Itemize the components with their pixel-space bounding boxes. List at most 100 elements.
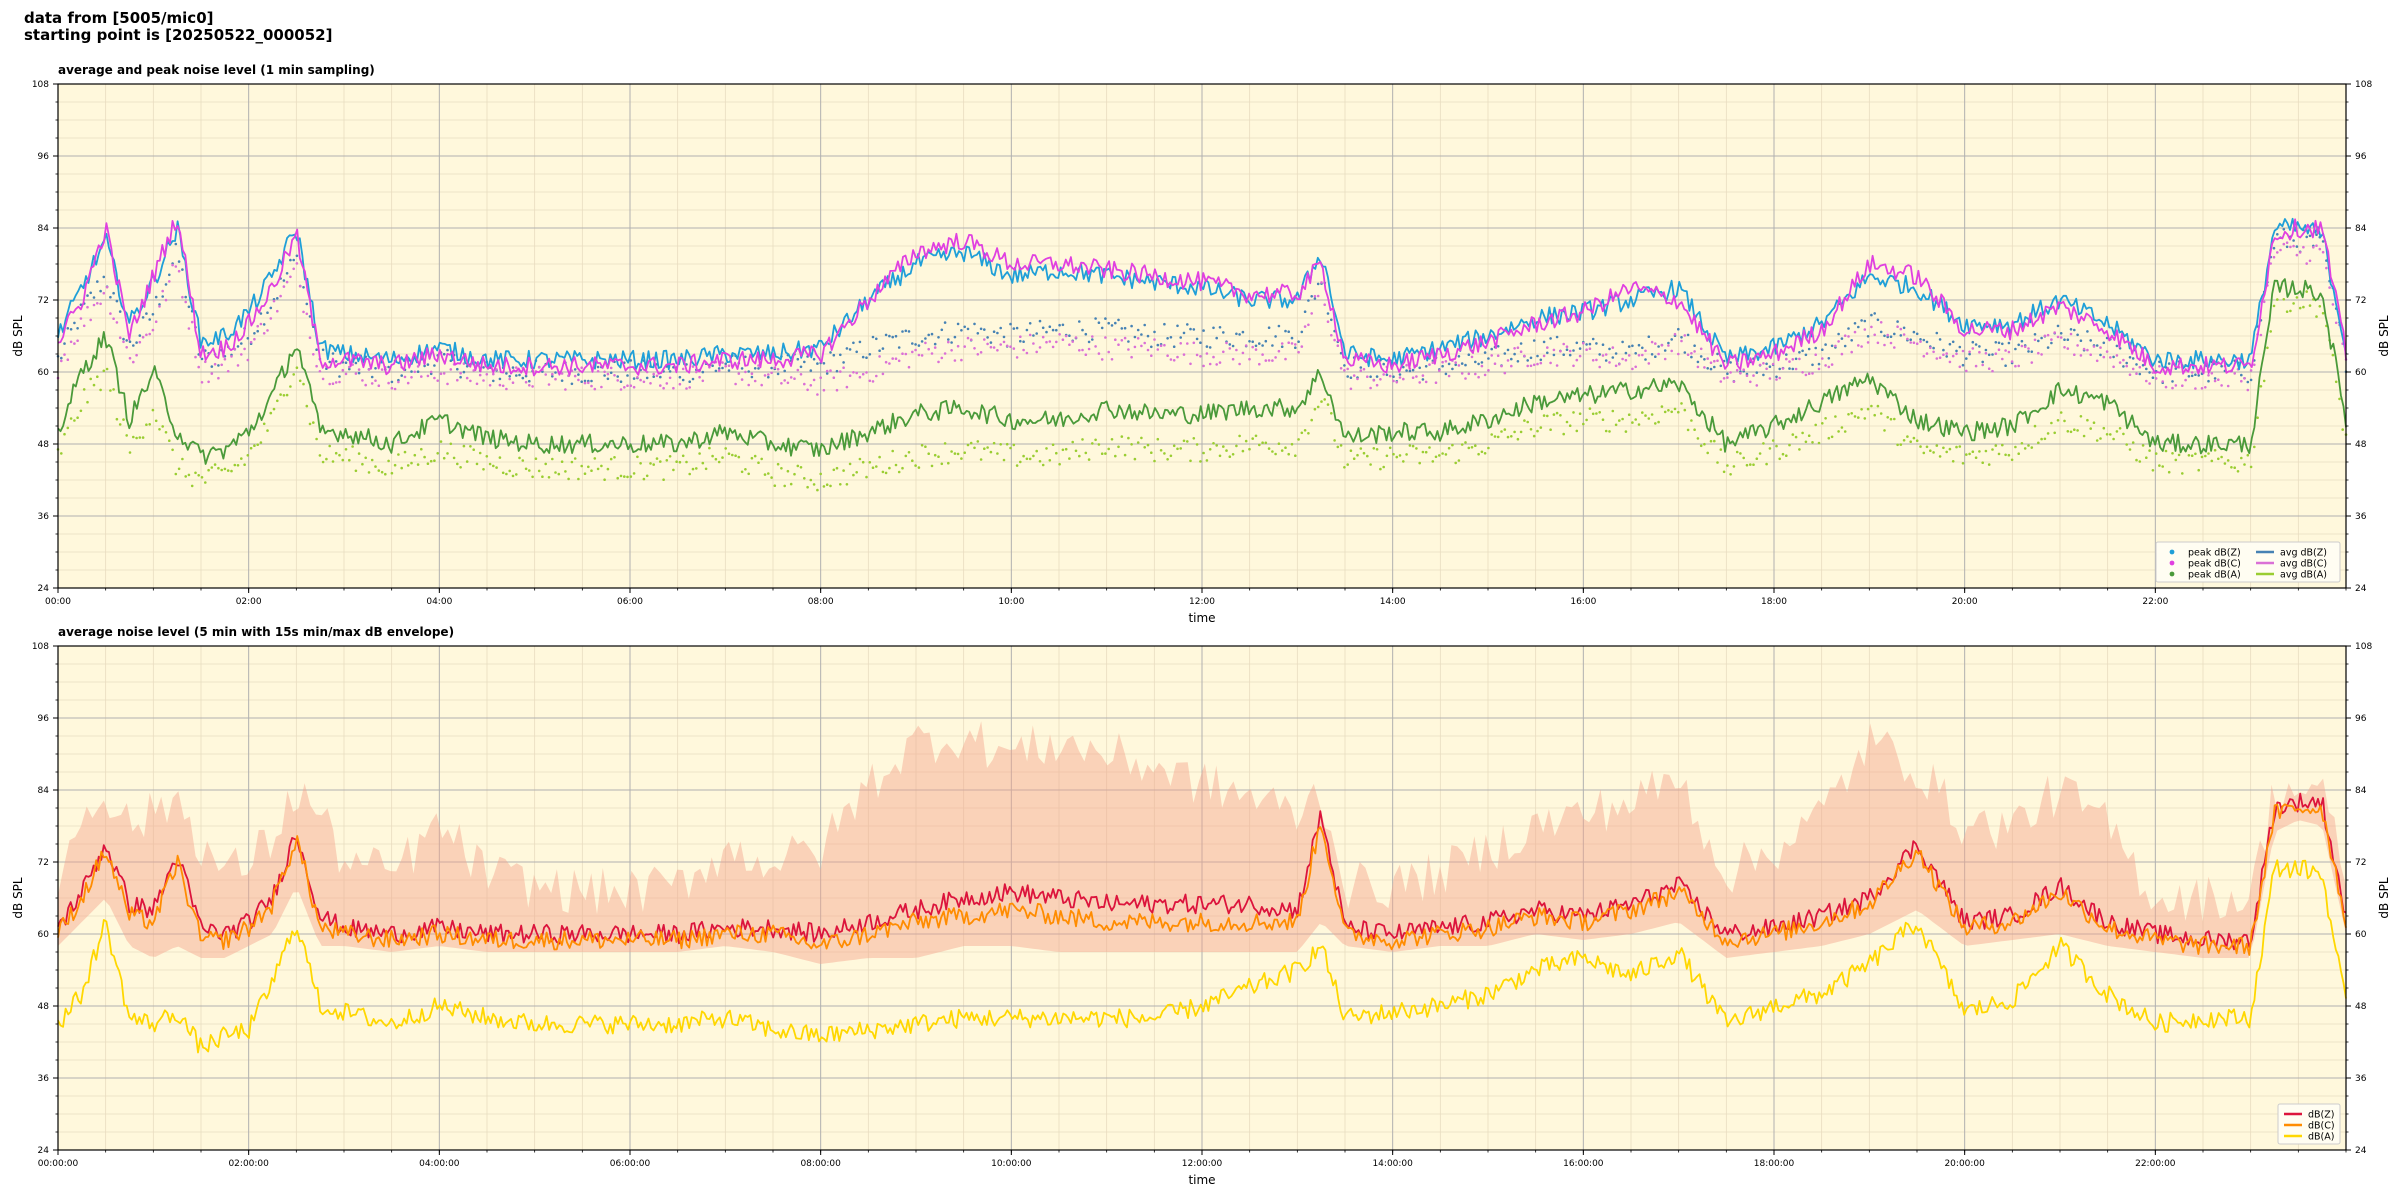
data-point <box>1258 342 1261 345</box>
data-point <box>99 289 102 293</box>
data-point <box>1464 377 1467 380</box>
data-point <box>1346 367 1349 371</box>
data-point <box>1303 325 1307 328</box>
data-point <box>1729 371 1732 374</box>
data-point <box>1447 362 1451 366</box>
data-point <box>1048 325 1052 329</box>
data-point <box>773 366 777 370</box>
data-point <box>547 383 551 386</box>
data-point <box>158 305 161 308</box>
data-point <box>1222 445 1225 448</box>
data-point <box>1254 344 1258 348</box>
data-point <box>1280 449 1284 452</box>
data-point <box>132 435 135 439</box>
data-point <box>1788 443 1791 447</box>
data-point <box>1778 367 1781 371</box>
data-point <box>1821 357 1824 360</box>
data-point <box>1091 335 1094 338</box>
data-point <box>1529 364 1533 368</box>
data-point <box>750 375 754 379</box>
data-point <box>1248 340 1251 343</box>
data-point <box>1477 362 1480 366</box>
data-point <box>1922 338 1926 342</box>
data-point <box>1984 352 1988 355</box>
data-point <box>1965 453 1968 456</box>
data-point <box>1899 443 1903 446</box>
x-tick-label: 06:00:00 <box>610 1159 651 1169</box>
data-point <box>397 453 400 456</box>
data-point <box>1496 435 1500 439</box>
data-point <box>1379 467 1382 471</box>
data-point <box>230 355 233 358</box>
data-point <box>2118 427 2122 430</box>
data-point <box>459 466 462 469</box>
data-point <box>207 380 210 384</box>
data-point <box>341 368 345 372</box>
data-point <box>2066 347 2070 350</box>
data-point <box>1277 324 1281 328</box>
data-point <box>809 369 813 372</box>
data-point <box>1925 445 1929 449</box>
data-point <box>1284 446 1287 450</box>
data-point <box>1663 410 1667 414</box>
data-point <box>2220 364 2223 368</box>
data-point <box>1228 455 1232 459</box>
data-point <box>190 484 194 488</box>
data-point <box>2331 353 2335 357</box>
data-point <box>1310 418 1313 422</box>
data-point <box>1094 317 1097 320</box>
data-point <box>691 377 695 381</box>
data-point <box>1925 340 1929 344</box>
data-point <box>1771 362 1775 366</box>
legend-label: peak dB(A) <box>2188 570 2241 581</box>
data-point <box>1978 345 1981 348</box>
data-point <box>1703 358 1706 361</box>
data-point <box>904 352 908 356</box>
data-point <box>606 467 610 471</box>
data-point <box>1857 325 1860 329</box>
data-point <box>753 379 757 383</box>
data-point <box>351 445 354 448</box>
data-point <box>1330 334 1333 337</box>
data-point <box>776 462 780 466</box>
data-point <box>835 466 839 470</box>
data-point <box>1755 371 1759 374</box>
data-point <box>109 389 112 392</box>
data-point <box>1009 322 1012 326</box>
data-point <box>226 469 230 472</box>
data-point <box>1641 353 1644 357</box>
data-point <box>1094 438 1097 442</box>
data-point <box>1421 374 1425 377</box>
data-point <box>1552 348 1556 352</box>
data-point <box>1883 334 1886 338</box>
data-point <box>2220 455 2223 459</box>
data-point <box>626 384 629 388</box>
data-point <box>1330 412 1333 415</box>
data-point <box>298 379 302 383</box>
data-point <box>855 471 858 474</box>
data-point <box>341 458 345 462</box>
data-point <box>1169 454 1173 458</box>
data-point <box>1667 344 1670 347</box>
data-point <box>1025 457 1029 461</box>
data-point <box>996 452 999 455</box>
data-point <box>1395 380 1399 384</box>
data-point <box>118 423 122 426</box>
data-point <box>2282 242 2286 246</box>
data-point <box>2066 338 2070 342</box>
data-point <box>992 441 996 445</box>
data-point <box>1644 414 1647 417</box>
data-point <box>1591 412 1595 416</box>
data-point <box>1929 449 1932 453</box>
data-point <box>868 461 872 464</box>
data-point <box>528 384 531 387</box>
data-point <box>406 464 410 467</box>
y-tick-label-right: 60 <box>2355 930 2367 940</box>
data-point <box>1359 369 1363 372</box>
data-point <box>2276 233 2279 236</box>
data-point <box>1231 344 1235 348</box>
data-point <box>1824 364 1827 367</box>
data-point <box>1650 353 1654 356</box>
data-point <box>930 352 934 355</box>
data-point <box>986 342 989 346</box>
